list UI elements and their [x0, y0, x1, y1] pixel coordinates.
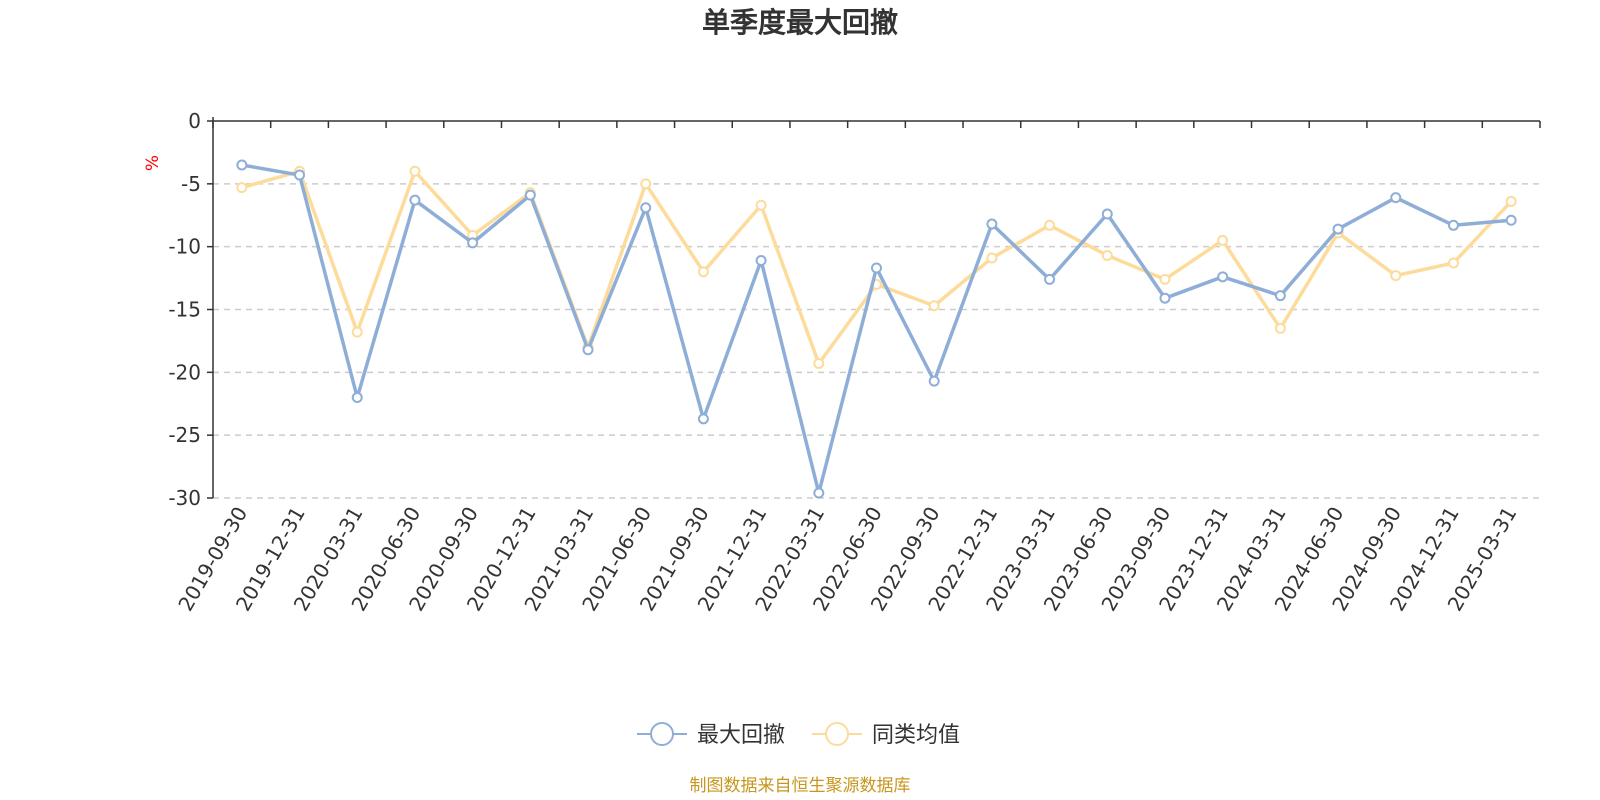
- data-point[interactable]: [755, 199, 767, 211]
- legend-item-2[interactable]: 同类均值: [812, 722, 960, 748]
- data-point[interactable]: [697, 266, 709, 278]
- data-point[interactable]: [928, 300, 940, 312]
- y-tick-label: -20: [168, 360, 201, 384]
- data-point[interactable]: [351, 326, 363, 338]
- y-tick-label: -30: [168, 486, 201, 510]
- legend-swatch-marker: [650, 722, 674, 746]
- data-point[interactable]: [640, 178, 652, 190]
- data-point[interactable]: [1390, 192, 1402, 204]
- data-point[interactable]: [813, 358, 825, 370]
- data-point[interactable]: [1505, 214, 1517, 226]
- data-point[interactable]: [1044, 273, 1056, 285]
- series: [236, 159, 1517, 499]
- data-point[interactable]: [236, 182, 248, 194]
- source-note: 制图数据来自恒生聚源数据库: [690, 776, 911, 796]
- chart-title: 单季度最大回撤: [702, 6, 898, 39]
- y-tick-label: -25: [168, 423, 201, 447]
- data-point[interactable]: [1447, 219, 1459, 231]
- legend-label: 同类均值: [872, 723, 960, 748]
- data-point[interactable]: [1159, 292, 1171, 304]
- legend-item-1[interactable]: 最大回撤: [637, 722, 785, 748]
- series-line: [241, 163, 1512, 495]
- data-point[interactable]: [986, 218, 998, 230]
- data-point[interactable]: [236, 159, 248, 171]
- data-point[interactable]: [871, 262, 882, 274]
- data-point[interactable]: [986, 252, 998, 264]
- series-1: [236, 159, 1517, 499]
- data-point[interactable]: [467, 237, 479, 249]
- data-point[interactable]: [1274, 322, 1286, 334]
- y-tick-label: -10: [168, 235, 201, 259]
- data-point[interactable]: [1101, 208, 1113, 220]
- data-point[interactable]: [294, 169, 306, 181]
- y-axis-unit: %: [143, 155, 163, 171]
- data-point[interactable]: [582, 344, 594, 356]
- data-point[interactable]: [1390, 270, 1402, 282]
- data-point[interactable]: [524, 189, 536, 201]
- legend: 最大回撤 同类均值: [637, 722, 960, 748]
- data-point[interactable]: [1159, 273, 1171, 285]
- y-tick-label: -5: [181, 172, 201, 196]
- data-point[interactable]: [1505, 195, 1517, 207]
- data-point[interactable]: [1101, 249, 1113, 261]
- data-point[interactable]: [640, 202, 652, 214]
- data-point[interactable]: [1217, 234, 1229, 246]
- data-point[interactable]: [1217, 271, 1229, 283]
- data-point[interactable]: [409, 165, 421, 177]
- data-point[interactable]: [1044, 219, 1056, 231]
- legend-swatch-marker: [825, 722, 849, 746]
- data-point[interactable]: [1332, 223, 1344, 235]
- data-point[interactable]: [1274, 290, 1286, 302]
- data-point[interactable]: [755, 254, 767, 266]
- data-point[interactable]: [351, 391, 363, 403]
- y-tick-label: -15: [168, 298, 201, 322]
- data-point[interactable]: [1447, 257, 1459, 269]
- data-point[interactable]: [409, 194, 421, 206]
- legend-label: 最大回撤: [697, 723, 785, 748]
- data-point[interactable]: [697, 413, 709, 425]
- grid: [213, 183, 1540, 499]
- data-point[interactable]: [813, 487, 825, 499]
- data-point[interactable]: [928, 375, 940, 387]
- y-tick-label: 0: [188, 109, 201, 133]
